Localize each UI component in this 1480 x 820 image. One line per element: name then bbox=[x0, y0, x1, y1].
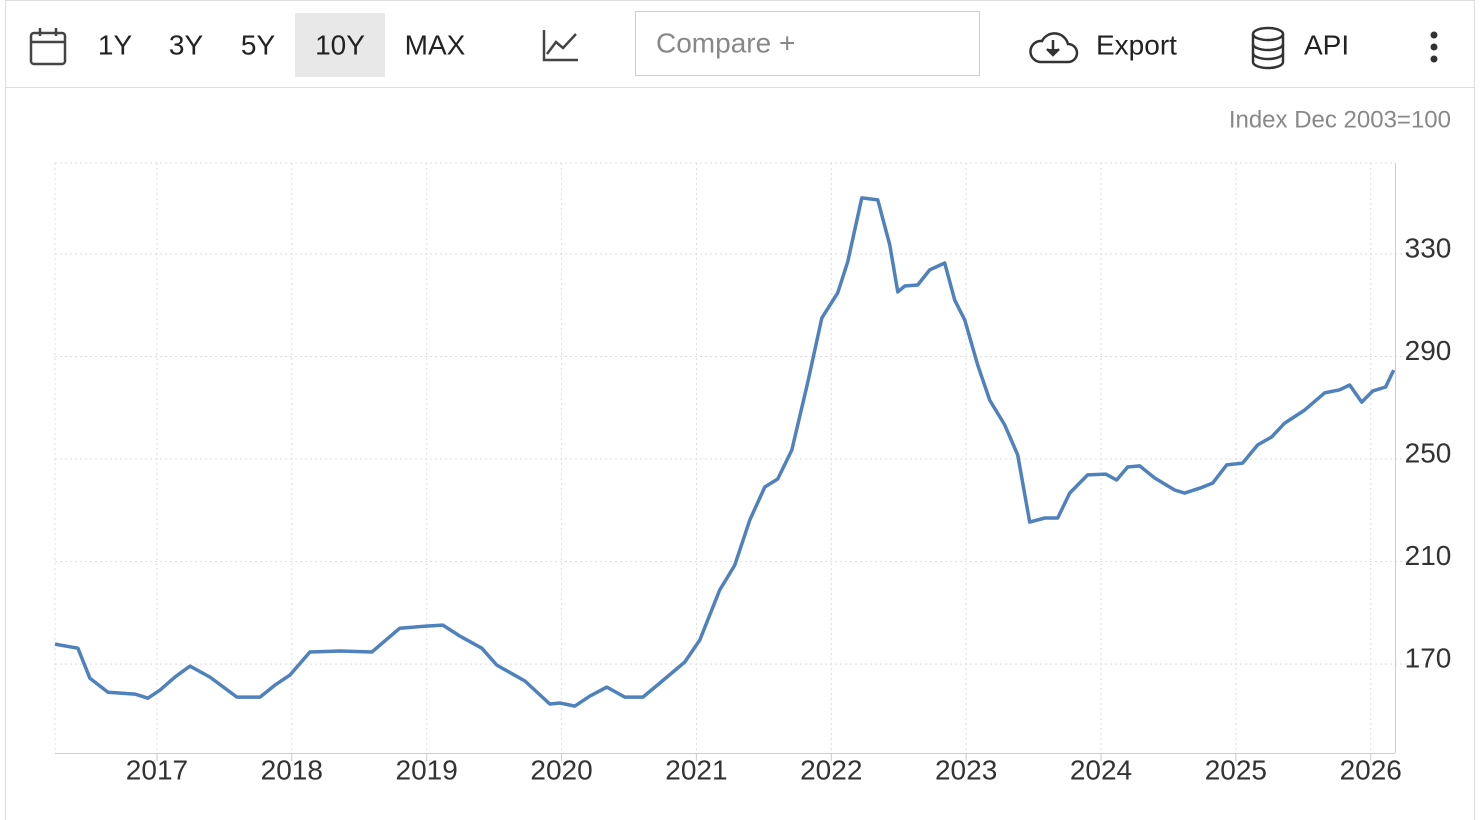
x-tick-label: 2025 bbox=[1205, 754, 1267, 785]
range-button[interactable]: 1Y bbox=[98, 29, 133, 60]
x-tick-label: 2023 bbox=[935, 754, 997, 785]
x-tick-label: 2021 bbox=[665, 754, 727, 785]
api-text[interactable]: API bbox=[1304, 29, 1349, 60]
calendar-icon[interactable] bbox=[29, 28, 67, 66]
range-button[interactable]: 5Y bbox=[241, 29, 276, 60]
active-range-bg bbox=[295, 13, 385, 77]
x-tick-label: 2026 bbox=[1340, 754, 1402, 785]
compare-box[interactable] bbox=[635, 11, 980, 76]
compare-text[interactable]: Compare + bbox=[656, 27, 795, 58]
export-text[interactable]: Export bbox=[1096, 29, 1177, 60]
x-tick-label: 2024 bbox=[1070, 754, 1132, 785]
api-icon[interactable] bbox=[1251, 26, 1285, 70]
x-tick-label: 2019 bbox=[396, 754, 458, 785]
unit-label: Index Dec 2003=100 bbox=[1229, 106, 1451, 133]
y-tick-label: 210 bbox=[1405, 540, 1452, 571]
export-icon[interactable] bbox=[1029, 32, 1079, 64]
range-button[interactable]: MAX bbox=[405, 29, 466, 60]
menu-icon[interactable] bbox=[1430, 31, 1438, 63]
data-line bbox=[54, 196, 1396, 708]
chart-type-icon-axes[interactable] bbox=[542, 30, 578, 62]
x-tick-label: 2017 bbox=[126, 754, 188, 785]
chart-type-icon-line[interactable] bbox=[546, 33, 577, 55]
frame bbox=[5, 0, 1475, 820]
y-tick-label: 250 bbox=[1405, 437, 1452, 468]
x-tick-label: 2022 bbox=[800, 754, 862, 785]
x-tick-label: 2020 bbox=[530, 754, 592, 785]
y-tick-label: 290 bbox=[1405, 335, 1452, 366]
x-tick-label: 2018 bbox=[261, 754, 323, 785]
y-tick-label: 170 bbox=[1405, 642, 1452, 673]
range-button[interactable]: 3Y bbox=[169, 29, 204, 60]
range-button[interactable]: 10Y bbox=[315, 29, 365, 60]
y-tick-label: 330 bbox=[1405, 232, 1452, 263]
